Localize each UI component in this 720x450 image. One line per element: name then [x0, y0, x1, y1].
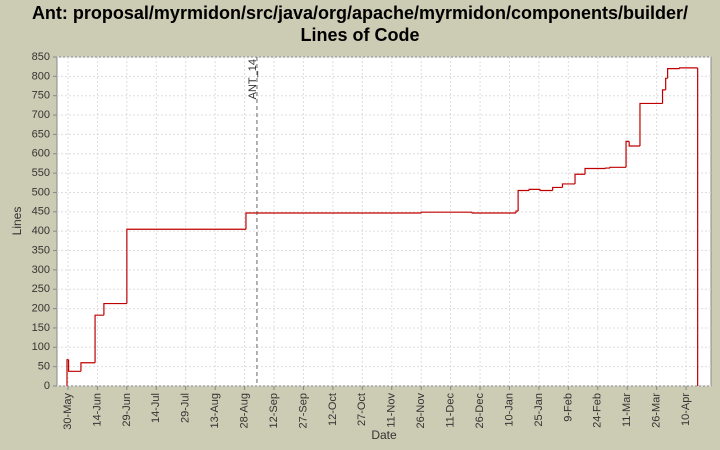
x-tick-label: 25-Jan [533, 393, 545, 427]
x-tick-label: 26-Mar [651, 393, 663, 428]
step-segment [517, 189, 530, 212]
y-tick-label: 850 [32, 51, 50, 63]
x-tick-label: 13-Aug [209, 393, 221, 428]
x-tick-label: 11-Mar [621, 393, 633, 427]
x-axis-label: Date [371, 428, 397, 442]
y-tick-label: 100 [32, 341, 50, 353]
y-tick-label: 600 [32, 148, 50, 160]
y-tick-label: 150 [32, 322, 50, 334]
step-segment [552, 186, 563, 191]
x-tick-label: 14-Jun [91, 393, 103, 427]
y-tick-label: 500 [32, 186, 50, 198]
step-segment [80, 362, 96, 372]
y-tick-label: 800 [32, 70, 50, 82]
step-segment [679, 67, 698, 69]
y-tick-label: 0 [44, 380, 50, 392]
x-tick-label: 26-Nov [415, 393, 427, 429]
step-segment [667, 68, 680, 79]
y-tick-label: 450 [32, 206, 50, 218]
x-tick-label: 28-Aug [238, 393, 250, 428]
x-tick-label: 30-May [62, 393, 74, 430]
y-tick-label: 50 [38, 361, 50, 373]
step-segment [574, 173, 586, 184]
x-tick-label: 29-Jun [121, 393, 133, 427]
x-tick-label: 27-Oct [356, 393, 368, 426]
step-segment [628, 141, 640, 147]
x-tick-label: 11-Dec [445, 393, 457, 428]
x-tick-label: 12-Sep [268, 393, 280, 428]
step-segment [245, 212, 422, 230]
chart-title: Lines of Code [300, 25, 419, 45]
step-segment [515, 210, 519, 213]
step-segment [67, 359, 81, 372]
step-segment [94, 314, 104, 363]
step-segment [420, 211, 473, 213]
step-segment [126, 228, 246, 304]
step-segment [584, 167, 606, 175]
x-tick-label: 11-Nov [386, 393, 398, 428]
annotation-label: ANT_14 [247, 59, 259, 99]
x-tick-label: 29-Jul [180, 393, 192, 423]
step-segment [471, 212, 516, 214]
step-segment [539, 189, 553, 192]
x-tick-label: 12-Oct [327, 393, 339, 426]
step-segment [665, 77, 668, 90]
y-tick-label: 350 [32, 244, 50, 256]
y-tick-label: 750 [32, 90, 50, 102]
y-tick-label: 200 [32, 302, 50, 314]
step-segment [609, 166, 627, 169]
x-tick-label: 10-Jan [503, 393, 515, 427]
step-segment [561, 183, 576, 188]
y-tick-label: 550 [32, 167, 50, 179]
step-segment [528, 188, 541, 191]
step-segment [661, 89, 666, 104]
y-axis-label: Lines [10, 207, 24, 236]
y-tick-label: 250 [32, 283, 50, 295]
plot-area [56, 56, 712, 387]
y-tick-label: 700 [32, 109, 50, 121]
x-tick-label: 9-Feb [562, 393, 574, 422]
y-tick-label: 650 [32, 128, 50, 140]
x-tick-label: 26-Dec [474, 393, 486, 429]
x-tick-label: 14-Jul [150, 393, 162, 423]
chart-title: Ant: proposal/myrmidon/src/java/org/apac… [32, 3, 688, 23]
y-tick-label: 300 [32, 264, 50, 276]
step-segment [625, 140, 630, 168]
x-tick-label: 24-Feb [592, 393, 604, 428]
step-segment [103, 302, 127, 316]
x-tick-label: 27-Sep [297, 393, 309, 428]
x-tick-label: 10-Apr [680, 393, 692, 426]
y-tick-label: 400 [32, 225, 50, 237]
step-segment [639, 102, 663, 147]
